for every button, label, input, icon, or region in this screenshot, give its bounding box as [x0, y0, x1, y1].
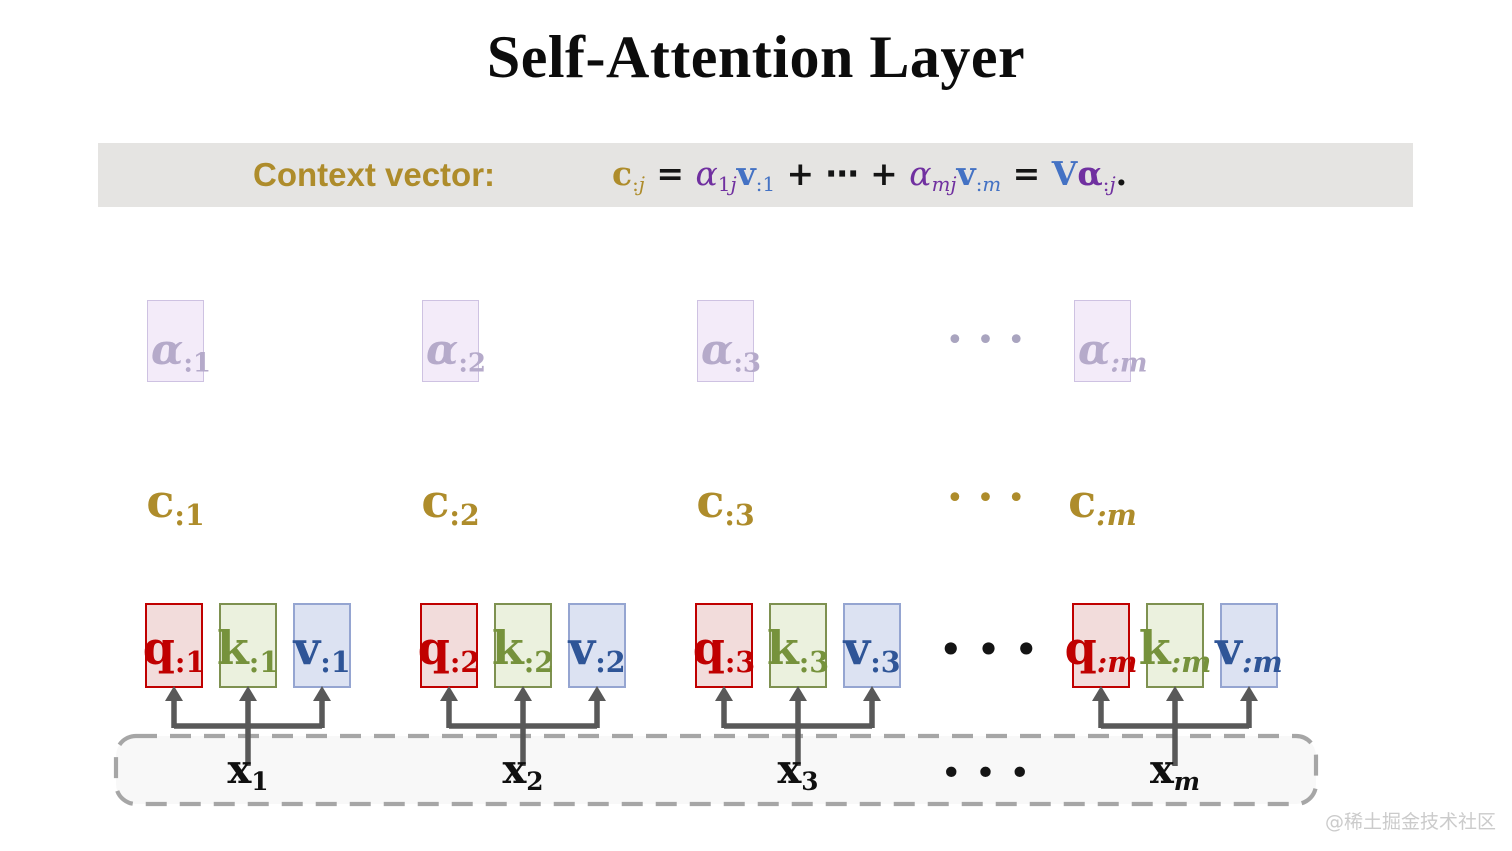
key-label: k:3 [766, 620, 830, 679]
value-label: v:3 [843, 620, 901, 679]
watermark: @稀土掘金技术社区 [1324, 811, 1496, 833]
context-label: c:m [1068, 473, 1137, 532]
query-box: q:3 [692, 603, 756, 688]
context-label: c:3 [696, 473, 755, 532]
query-box: q:m [1065, 603, 1137, 688]
query-label: q:3 [692, 620, 756, 679]
input-x-label: xm [1149, 746, 1201, 796]
query-label: q:1 [142, 620, 206, 679]
context-box: c:2 [421, 457, 480, 540]
key-box: k:2 [491, 603, 555, 688]
key-box: k:m [1139, 603, 1211, 688]
value-box: v:2 [568, 603, 626, 688]
alpha-label: α:1 [151, 324, 212, 378]
context-vector-formula: c:j = α1jv:1 + ⋯ + αmjv:m = Vα:j. [612, 154, 1128, 196]
key-label: k:2 [491, 620, 555, 679]
alpha-box: α:2 [422, 300, 486, 382]
key-box: k:3 [766, 603, 830, 688]
context-box: c:3 [696, 457, 755, 540]
value-box: v:m [1215, 603, 1283, 688]
query-box: q:1 [142, 603, 206, 688]
qkv-arrow-group [1092, 686, 1258, 766]
column-m: α:m c:m q:m k:m v:m xm [1065, 0, 1283, 851]
context-label: c:1 [146, 473, 205, 532]
alpha-box: α:1 [147, 300, 211, 382]
ellipsis-context-row: ••• [945, 481, 1039, 516]
alpha-label: α:2 [426, 324, 487, 378]
qkv-arrow-group [440, 686, 606, 766]
qkv-arrow-group [715, 686, 881, 766]
column-1: α:1 c:1 q:1 k:1 v:1 x1 [142, 0, 355, 851]
query-box: q:2 [417, 603, 481, 688]
value-box: v:1 [293, 603, 351, 688]
input-x-label: x2 [502, 746, 544, 796]
key-label: k:1 [216, 620, 280, 679]
column-2: α:2 c:2 q:2 k:2 v:2 x2 [417, 0, 630, 851]
context-box: c:1 [146, 457, 205, 540]
context-vector-banner: Context vector: c:j = α1jv:1 + ⋯ + αmjv:… [98, 143, 1413, 207]
query-label: q:m [1064, 620, 1138, 679]
context-vector-label: Context vector: [253, 156, 496, 193]
value-label: v:m [1215, 620, 1283, 679]
column-3: α:3 c:3 q:3 k:3 v:3 x3 [692, 0, 905, 851]
input-sequence-box [113, 733, 1319, 807]
alpha-label: α:3 [701, 324, 762, 378]
alpha-box: α:3 [697, 300, 761, 382]
alpha-box: α:m [1074, 300, 1147, 382]
value-label: v:2 [568, 620, 626, 679]
context-label: c:2 [421, 473, 480, 532]
ellipsis-qkv-row: ••• [938, 625, 1052, 674]
alpha-label: α:m [1078, 324, 1148, 378]
input-x-label: x1 [227, 746, 269, 796]
query-label: q:2 [417, 620, 481, 679]
ellipsis-alpha-row: ••• [945, 323, 1039, 358]
value-box: v:3 [843, 603, 901, 688]
qkv-arrow-group [165, 686, 331, 766]
context-box: c:m [1068, 457, 1137, 540]
key-label: k:m [1138, 620, 1212, 679]
ellipsis-input-row: ••• [940, 753, 1044, 794]
page-title: Self-Attention Layer [486, 24, 1026, 90]
value-label: v:1 [293, 620, 351, 679]
input-x-label: x3 [777, 746, 819, 796]
key-box: k:1 [216, 603, 280, 688]
